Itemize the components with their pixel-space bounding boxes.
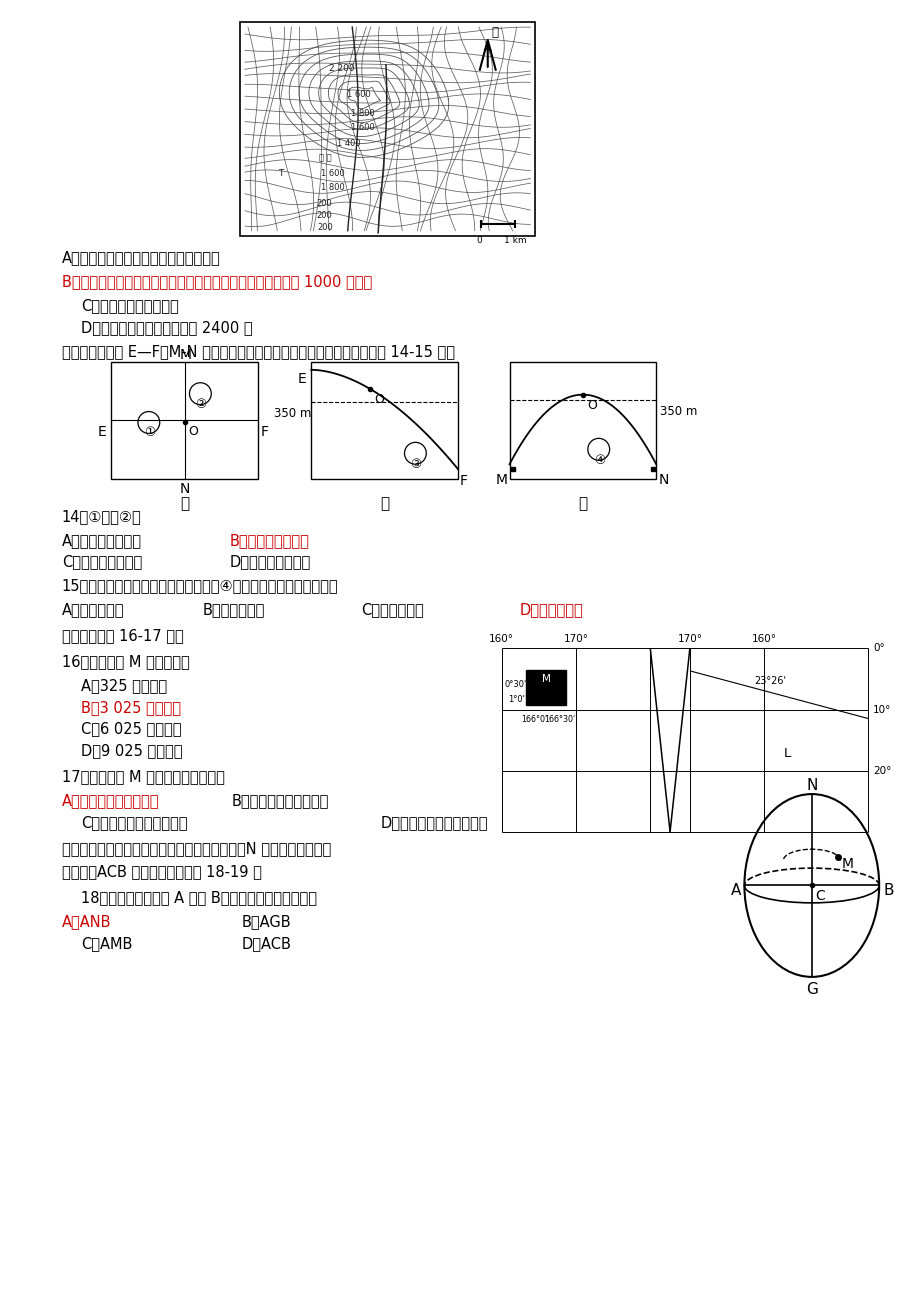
Text: F: F (460, 474, 468, 488)
Text: D．该区域最高峰海拔不超过 2400 米: D．该区域最高峰海拔不超过 2400 米 (82, 320, 253, 335)
Text: N: N (805, 779, 817, 793)
Text: 北: 北 (491, 26, 498, 39)
Text: 下图中，沿甲图 E—F，M-N 所作的地形剖面分别为乙图和丙图。读图，完成 14-15 题。: 下图中，沿甲图 E—F，M-N 所作的地形剖面分别为乙图和丙图。读图，完成 14… (62, 344, 454, 359)
Text: A．ANB: A．ANB (62, 914, 111, 930)
Text: B．两地村庄为避免泥石流危害可以考虑将村庄向西整体搬迁 1000 米左右: B．两地村庄为避免泥石流危害可以考虑将村庄向西整体搬迁 1000 米左右 (62, 275, 371, 289)
Text: C．位于印度洋，属大陆岛: C．位于印度洋，属大陆岛 (82, 815, 187, 829)
Text: 200: 200 (317, 223, 333, 232)
Text: C．海拔低，坡度大: C．海拔低，坡度大 (62, 555, 142, 569)
Text: 地球是个两极稍扁，赤道略鼓的椭球体。读图，N 为北极点，大圆为: 地球是个两极稍扁，赤道略鼓的椭球体。读图，N 为北极点，大圆为 (62, 841, 331, 855)
Text: 1 600: 1 600 (351, 124, 374, 133)
Text: 350 m: 350 m (660, 405, 697, 418)
Text: A．甲地比乙地更容易遭受泥石流的威胁: A．甲地比乙地更容易遭受泥石流的威胁 (62, 250, 221, 266)
Text: B．海拔高，坡度小: B．海拔高，坡度小 (230, 533, 310, 548)
Text: 1 600: 1 600 (321, 169, 345, 178)
Bar (311, 362, 458, 479)
Text: D．9 025 平方千米: D．9 025 平方千米 (82, 743, 183, 758)
Text: 1°0': 1°0' (508, 695, 525, 703)
Text: 1 800: 1 800 (351, 109, 374, 118)
Text: D．海拔低，坡度小: D．海拔低，坡度小 (230, 555, 311, 569)
Text: T: T (278, 169, 283, 178)
Text: F: F (261, 426, 268, 440)
Text: 170°: 170° (562, 634, 588, 644)
Text: B．AGB: B．AGB (242, 914, 291, 930)
Text: 17．有关图中 M 岛的叙述，正确的是: 17．有关图中 M 岛的叙述，正确的是 (62, 769, 224, 784)
Text: A: A (730, 883, 740, 897)
Text: A．位于西半球东十一区: A．位于西半球东十一区 (62, 793, 159, 809)
Text: ①: ① (143, 427, 155, 440)
Text: 18．假如一架飞机从 A 飞到 B，实际最短的飞行线路是: 18．假如一架飞机从 A 飞到 B，实际最短的飞行线路是 (82, 891, 317, 905)
Text: 乙: 乙 (380, 496, 389, 510)
Text: C: C (815, 889, 824, 904)
Text: 2 200: 2 200 (329, 64, 355, 73)
Text: M: M (541, 674, 550, 684)
Text: ②: ② (195, 397, 207, 410)
Text: 1 400: 1 400 (336, 139, 360, 148)
Text: 166°30': 166°30' (544, 715, 574, 724)
Text: 0: 0 (475, 236, 482, 245)
Text: C．6 025 平方千米: C．6 025 平方千米 (82, 721, 182, 737)
Text: M: M (841, 858, 853, 871)
Text: L: L (783, 747, 790, 760)
Text: 10°: 10° (872, 704, 891, 715)
Text: 16．图中岛屿 M 的面积约为: 16．图中岛屿 M 的面积约为 (62, 654, 189, 669)
Text: C．丁地位于丙地的上游: C．丁地位于丙地的上游 (82, 298, 179, 314)
Text: 170°: 170° (676, 634, 701, 644)
Text: 0°30': 0°30' (504, 680, 527, 689)
Text: E: E (97, 426, 106, 440)
Text: 20°: 20° (872, 767, 891, 776)
Text: 350 m: 350 m (274, 406, 311, 419)
Bar (111, 362, 257, 479)
Text: 0°: 0° (872, 643, 884, 654)
Text: 200: 200 (316, 211, 332, 220)
Text: N: N (657, 473, 668, 487)
Text: 读下图，完成 16-17 题。: 读下图，完成 16-17 题。 (62, 628, 183, 643)
Text: 166°0': 166°0' (521, 715, 547, 724)
Text: ③: ③ (410, 458, 421, 471)
Text: N: N (179, 482, 189, 496)
Text: 1 600: 1 600 (346, 90, 370, 99)
Text: 15．在一次较大的降水过程中，降落在④地的水体在坡面上的流向是: 15．在一次较大的降水过程中，降落在④地的水体在坡面上的流向是 (62, 578, 338, 594)
Text: A．325 平方千米: A．325 平方千米 (82, 678, 167, 693)
Text: 23°26': 23°26' (754, 676, 786, 686)
Text: B．东南向西北: B．东南向西北 (202, 603, 265, 617)
Text: D．西北向东南: D．西北向东南 (519, 603, 583, 617)
Text: A．东北向西南: A．东北向西南 (62, 603, 124, 617)
Text: A．海拔高，坡度大: A．海拔高，坡度大 (62, 533, 142, 548)
Text: 甲: 甲 (180, 496, 189, 510)
Bar (526, 669, 565, 704)
Text: M: M (495, 473, 507, 487)
Text: O: O (188, 426, 199, 439)
Text: G: G (805, 982, 817, 997)
Text: B．3 025 平方千米: B．3 025 平方千米 (82, 699, 181, 715)
Text: B．位于东半球西十一区: B．位于东半球西十一区 (232, 793, 329, 809)
Text: 经线圈，ACB 为赤道，据此完成 18-19 题: 经线圈，ACB 为赤道，据此完成 18-19 题 (62, 865, 261, 880)
Text: M: M (179, 348, 191, 362)
Text: 丙: 丙 (578, 496, 587, 510)
Text: 160°: 160° (751, 634, 776, 644)
Bar (509, 362, 655, 479)
Text: C．西南向东北: C．西南向东北 (360, 603, 423, 617)
Text: 14．①地比②地: 14．①地比②地 (62, 509, 142, 523)
Text: E: E (297, 372, 306, 385)
Text: 200: 200 (316, 199, 332, 208)
Text: 乙 丙: 乙 丙 (319, 154, 332, 163)
Bar (240, 22, 535, 236)
Text: ④: ④ (593, 454, 605, 467)
Text: O: O (374, 393, 383, 406)
Text: O: O (586, 398, 596, 411)
Text: C．AMB: C．AMB (82, 936, 132, 952)
Text: B: B (882, 883, 892, 897)
Text: 160°: 160° (489, 634, 514, 644)
Text: D．位于大西洋，属珊瑚岛: D．位于大西洋，属珊瑚岛 (380, 815, 488, 829)
Text: 1 km: 1 km (504, 236, 527, 245)
Text: 1 800: 1 800 (321, 184, 345, 191)
Text: D．ACB: D．ACB (242, 936, 291, 952)
